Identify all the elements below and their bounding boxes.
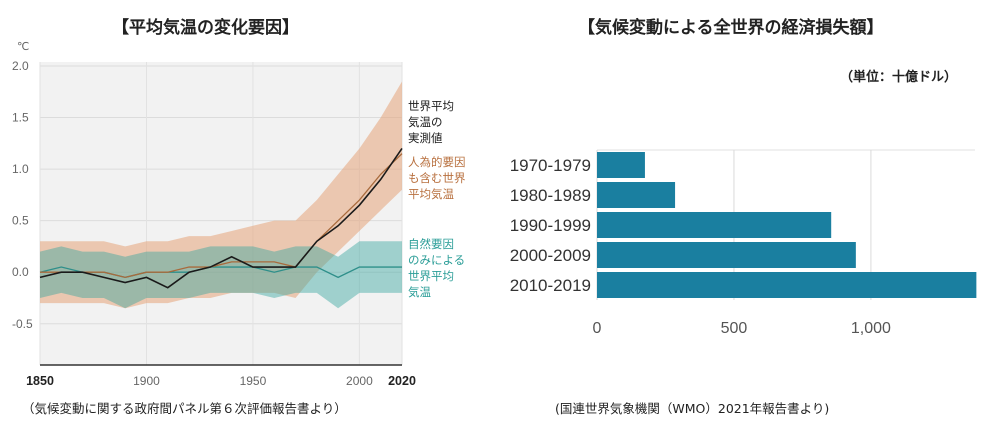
bar-2010-2019 <box>597 272 977 298</box>
bar-1980-1989 <box>597 182 676 208</box>
category-label: 2000-2009 <box>510 246 591 265</box>
y-tick-label: 1.0 <box>12 162 29 176</box>
x-tick-label: 2000 <box>346 374 373 388</box>
x-tick-label: 1850 <box>26 374 54 388</box>
y-tick-label: 0.0 <box>12 265 29 279</box>
bar-1990-1999 <box>597 212 832 238</box>
y-tick-label: 0.5 <box>12 214 29 228</box>
category-label: 1980-1989 <box>510 186 591 205</box>
natural-range-band <box>40 241 402 309</box>
left-source: （気候変動に関する政府間パネル第６次評価報告書より） <box>22 401 347 416</box>
x-tick-label: 1,000 <box>851 320 891 337</box>
y-tick-label: -0.5 <box>12 317 33 331</box>
human-range-band <box>40 81 402 309</box>
human-factor-line <box>40 153 403 279</box>
bar-2000-2009 <box>597 242 856 268</box>
x-tick-label: 2020 <box>388 374 416 388</box>
category-label: 1990-1999 <box>510 216 591 235</box>
legend-human: 人為的要因 も含む世界 平均気温 <box>408 155 466 201</box>
observed-temperature-line <box>39 148 403 289</box>
x-tick-label: 0 <box>593 320 602 337</box>
category-label: 1970-1979 <box>510 156 591 175</box>
right-chart-title: 【気候変動による全世界の経済損失額】 <box>578 18 884 38</box>
y-tick-label: 1.5 <box>12 111 29 125</box>
x-tick-label: 1950 <box>240 374 267 388</box>
y-tick-label: 2.0 <box>12 59 29 73</box>
temp-unit-label: ℃ <box>17 40 30 53</box>
loss-unit-label: （単位：十億ドル） <box>840 70 958 85</box>
legend-observed: 世界平均 気温の 実測値 <box>408 99 454 145</box>
left-chart-title: 【平均気温の変化要因】 <box>112 18 299 38</box>
category-label: 2010-2019 <box>510 276 591 295</box>
right-source: (国連世界気象機関（WMO）2021年報告書より) <box>555 401 830 416</box>
x-tick-label: 500 <box>721 320 748 337</box>
x-tick-label: 1900 <box>133 374 160 388</box>
bar-1970-1979 <box>597 152 645 178</box>
legend-natural: 自然要因 のみによる 世界平均 気温 <box>408 237 466 299</box>
